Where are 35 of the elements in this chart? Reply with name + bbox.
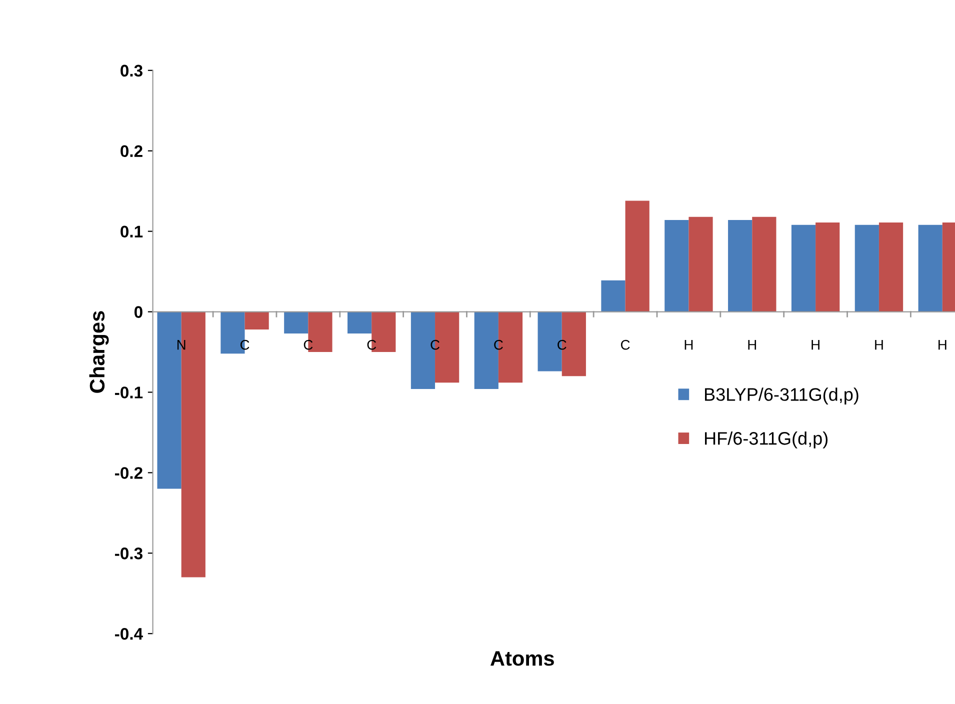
bar	[791, 224, 816, 312]
x-axis-title: Atoms	[490, 651, 554, 666]
x-tick-label: H	[812, 340, 820, 350]
x-tick-label: C	[304, 340, 313, 350]
y-tick-label: 0	[134, 306, 142, 318]
x-tick-label: H	[684, 340, 693, 350]
x-tick-label: H	[748, 340, 756, 350]
bar	[854, 224, 879, 312]
y-tick-label: -0.3	[115, 548, 142, 560]
bar	[625, 200, 650, 312]
bar	[816, 222, 840, 312]
y-tick-label: 0.2	[120, 145, 142, 158]
bar	[752, 216, 776, 312]
x-tick-label: C	[367, 340, 376, 350]
legend-label: B3LYP/6-311G(d,p)	[705, 388, 858, 404]
y-tick-label: 0.3	[120, 64, 142, 77]
bar	[664, 220, 689, 312]
x-tick-label: C	[430, 340, 440, 350]
bar	[244, 312, 269, 330]
bar	[728, 220, 752, 312]
x-tick-label: H	[875, 340, 883, 350]
x-tick-label: H	[938, 340, 946, 350]
y-axis-title: Charges	[89, 311, 109, 393]
bar	[284, 312, 308, 334]
bar	[348, 312, 372, 334]
y-tick-label: -0.1	[115, 386, 143, 398]
bar	[688, 216, 713, 312]
bar	[601, 280, 626, 312]
x-tick-label: C	[620, 340, 630, 350]
x-tick-label: C	[494, 340, 503, 350]
bar	[878, 222, 904, 312]
legend-label: HF/6-311G(d,p)	[705, 432, 828, 448]
y-tick-label: -0.2	[115, 467, 142, 479]
y-tick-label: 0.1	[120, 226, 143, 238]
y-tick-label: -0.4	[115, 628, 143, 640]
